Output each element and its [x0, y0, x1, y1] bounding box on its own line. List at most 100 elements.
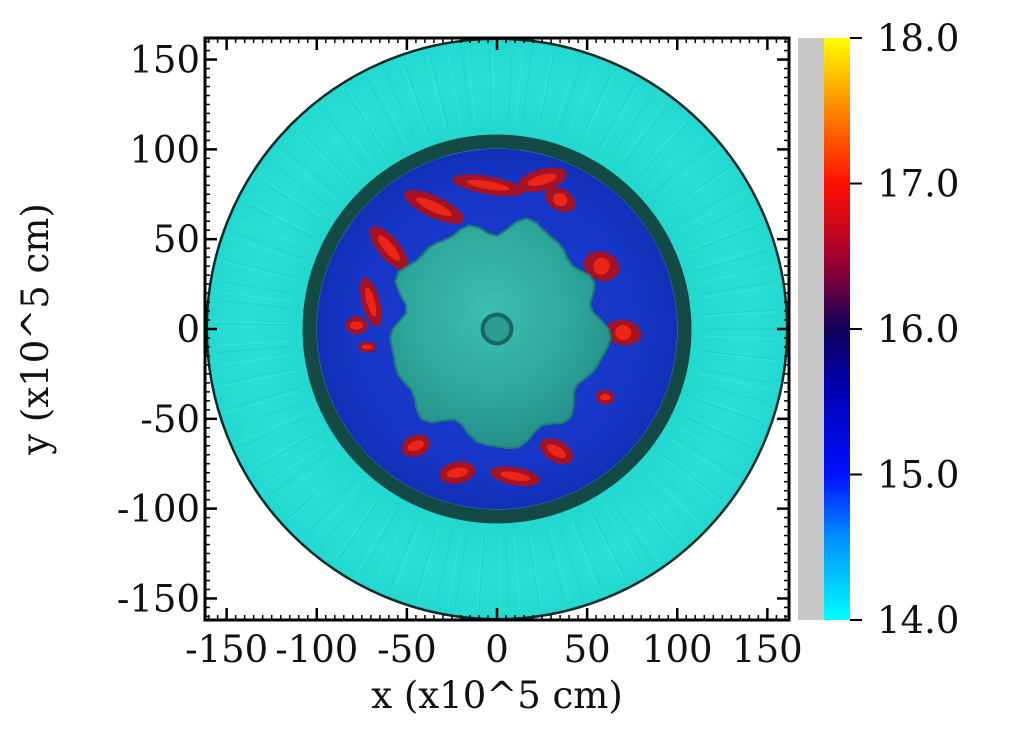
plume	[358, 341, 377, 353]
shell-streak	[447, 52, 462, 126]
shell-streak	[253, 431, 318, 470]
x-tick-label: 0	[485, 628, 509, 671]
shell-streak	[527, 533, 540, 608]
shell-streak	[334, 498, 379, 560]
x-tick-label: 50	[564, 628, 611, 671]
core	[480, 312, 514, 346]
colorbar-tick-label: 15.0	[877, 454, 959, 497]
shell-streak	[554, 58, 577, 131]
shell-streak	[269, 162, 331, 207]
plume	[490, 466, 540, 487]
shell-streak	[538, 53, 555, 127]
shell-streak	[546, 530, 565, 603]
shell-streak	[657, 150, 715, 199]
shell-streak	[258, 179, 322, 220]
shell-streak	[637, 122, 689, 178]
plume-core	[349, 321, 363, 330]
x-axis: -150 -100 -50 0 50 100 150	[185, 38, 803, 671]
shell-streak	[430, 55, 449, 128]
shell-streak	[685, 413, 754, 445]
shell-streak	[701, 285, 775, 299]
shell-streak	[600, 85, 639, 151]
shell-streak	[321, 108, 369, 168]
plume-core	[546, 444, 567, 459]
y-axis: 150 100 50 0 -50 -100 -150	[117, 39, 789, 620]
shell-streak	[401, 64, 428, 135]
plume	[439, 461, 476, 484]
shell-streak	[221, 370, 295, 387]
shell-streak	[646, 472, 701, 524]
shell-streak	[393, 521, 422, 591]
shell-streak	[347, 90, 388, 154]
plume	[452, 174, 524, 197]
plume-core	[416, 197, 452, 217]
shell-streak	[230, 237, 302, 263]
plume	[345, 316, 368, 335]
shell-streak	[219, 280, 293, 295]
shell-streak	[356, 508, 395, 574]
shell-streak	[489, 47, 493, 122]
shell-streak	[237, 218, 307, 249]
shell-streak	[466, 49, 476, 123]
shell-streak	[692, 397, 763, 424]
colorbar-tick-label: 17.0	[877, 163, 959, 206]
shell-streak	[647, 136, 703, 188]
x-tick-label: -50	[377, 628, 437, 671]
shell-streak	[559, 60, 583, 132]
shell-streak	[297, 130, 351, 184]
shell-streak	[696, 250, 768, 273]
shell-streak	[574, 520, 604, 590]
shell-streak	[491, 47, 494, 122]
shell-streak	[319, 489, 368, 548]
shell-streak	[630, 487, 679, 545]
shell-streak	[703, 311, 778, 317]
plume-core	[407, 440, 425, 452]
shell-streak	[619, 102, 665, 163]
shell-streak	[460, 50, 472, 124]
shell-streak	[216, 340, 291, 347]
y-tick-label: 50	[153, 218, 200, 261]
shell-streak	[515, 48, 524, 123]
shell-streak	[263, 444, 326, 487]
plume-group	[345, 167, 642, 487]
plume-core	[365, 287, 377, 317]
shell-streak	[289, 468, 345, 520]
shell-streak	[529, 533, 543, 607]
x-tick-label: 100	[642, 628, 713, 671]
shell-streak	[560, 526, 584, 597]
bubble-inner-ring	[456, 288, 538, 370]
shell-streak	[360, 510, 398, 576]
shell-streak	[282, 146, 340, 196]
shell-streak	[701, 281, 775, 295]
shell-streak	[696, 382, 769, 404]
plume	[539, 438, 574, 465]
plume-core	[599, 394, 611, 401]
shell-streak	[216, 345, 291, 354]
y-tick-label: 100	[129, 128, 200, 171]
shell-streak	[679, 427, 745, 464]
shell-streak	[700, 368, 773, 385]
plume	[583, 251, 620, 282]
plume-core	[500, 471, 530, 482]
shell-streak	[246, 200, 313, 235]
shell-streak	[678, 194, 745, 231]
plume-core	[377, 235, 400, 261]
shell-streak	[592, 512, 628, 579]
plume	[359, 277, 382, 327]
shell-streak	[629, 488, 677, 546]
shell-streak	[278, 151, 337, 200]
y-tick-label: -50	[140, 398, 200, 441]
plume	[605, 319, 642, 346]
shell-streak	[703, 350, 777, 360]
shell-streak	[499, 536, 502, 611]
plume-core	[615, 325, 632, 341]
shell-streak	[636, 120, 687, 176]
shell-streak	[684, 416, 753, 449]
plume	[404, 189, 464, 224]
x-tick-label: 150	[732, 628, 803, 671]
shell-boundary	[302, 134, 692, 524]
shell-streak	[310, 484, 361, 541]
shell-streak	[328, 102, 374, 163]
colorbar-axis: 18.0 17.0 16.0 15.0 14.0	[850, 17, 959, 642]
